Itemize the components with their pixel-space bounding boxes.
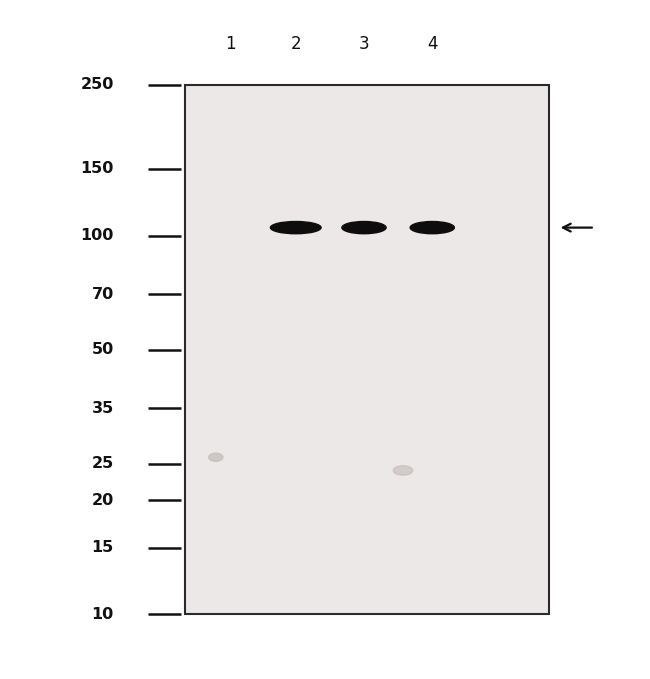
Ellipse shape	[393, 466, 413, 475]
Ellipse shape	[410, 221, 454, 234]
Text: 3: 3	[359, 35, 369, 53]
Text: 50: 50	[92, 342, 114, 357]
Ellipse shape	[342, 221, 386, 234]
Text: 150: 150	[81, 162, 114, 177]
Text: 35: 35	[92, 401, 114, 416]
Text: 10: 10	[92, 607, 114, 622]
Text: 250: 250	[81, 77, 114, 92]
Text: 100: 100	[81, 228, 114, 243]
Text: 1: 1	[226, 35, 236, 53]
Text: 25: 25	[92, 456, 114, 471]
Ellipse shape	[209, 453, 223, 461]
Text: 4: 4	[427, 35, 437, 53]
Text: 70: 70	[92, 287, 114, 302]
Bar	[185, 85, 549, 614]
Ellipse shape	[270, 221, 321, 234]
Text: 2: 2	[291, 35, 301, 53]
Text: 20: 20	[92, 493, 114, 508]
Text: 15: 15	[92, 540, 114, 555]
